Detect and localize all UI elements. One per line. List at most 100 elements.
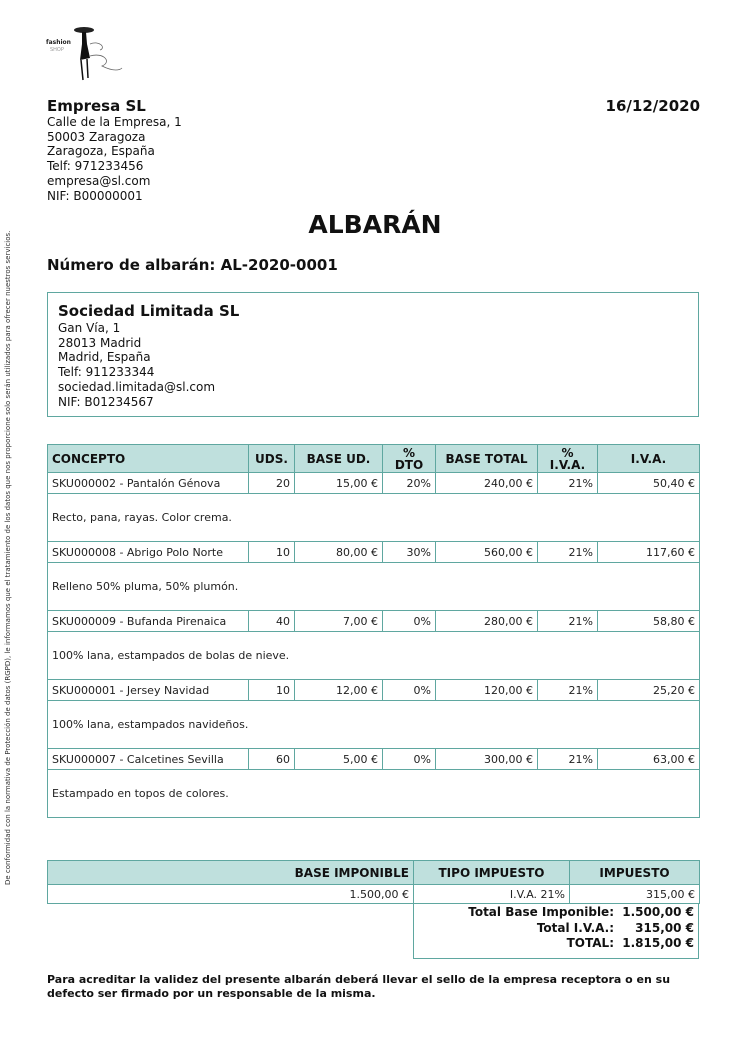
items-table: CONCEPTO UDS. BASE UD. % DTO BASE TOTAL … [47,444,700,818]
header-tax: IMPUESTO [569,860,700,885]
item-vat-pct: 21% [537,472,598,494]
client-address: Gan Vía, 1 [58,321,121,335]
item-row: SKU000008 - Abrigo Polo Norte 10 80,00 €30… [47,541,700,563]
item-row: SKU000001 - Jersey Navidad 10 12,00 €0% 120… [47,679,700,701]
header-base-unit: BASE UD. [294,444,383,473]
tax-table: BASE IMPONIBLE TIPO IMPUESTO IMPUESTO 1.… [47,860,700,904]
item-base-unit: 7,00 € [294,610,383,632]
client-name: Sociedad Limitada SL [58,302,240,320]
item-description-row: 100% lana, estampados de bolas de nieve. [47,631,700,680]
header-units: UDS. [248,444,295,473]
item-row: SKU000002 - Pantalón Génova 20 15,00 €20% 2… [47,472,700,494]
item-vat-pct: 21% [537,610,598,632]
item-description: 100% lana, estampados de bolas de nieve. [47,631,700,680]
item-base-total: 300,00 € [435,748,538,770]
item-vat: 25,20 € [597,679,700,701]
grand-total-value: 1.815,00 € [622,936,694,950]
total-vat-label: Total I.V.A.: [536,920,614,935]
privacy-note: De conformidad con la normativa de Prote… [4,230,12,885]
issuer-address: Calle de la Empresa, 1 [47,115,182,129]
total-base-label: Total Base Imponible: [468,905,614,919]
tax-amount: 315,00 € [569,884,700,904]
client-phone: Telf: 911233344 [58,365,155,380]
issuer-city: 50003 Zaragoza [47,129,146,144]
header-base-total: BASE TOTAL [435,444,538,473]
item-discount: 20% [382,472,436,494]
item-description-row: Relleno 50% pluma, 50% plumón. [47,562,700,611]
total-base-row: Total Base Imponible: 1.500,00 € [418,905,694,921]
item-concept: SKU000008 - Abrigo Polo Norte [47,541,249,563]
item-base-total: 280,00 € [435,610,538,632]
client-email: sociedad.limitada@sl.com [58,379,216,394]
item-vat: 63,00 € [597,748,700,770]
header-concept: CONCEPTO [47,444,249,473]
item-description-row: 100% lana, estampados navideños. [47,700,700,749]
item-row: SKU000007 - Calcetines Sevilla 60 5,00 €0%… [47,748,700,770]
header-tax-type: TIPO IMPUESTO [413,860,570,885]
company-logo: fashion SHOP [44,22,124,84]
item-vat-pct: 21% [537,679,598,701]
item-discount: 0% [382,748,436,770]
item-base-unit: 5,00 € [294,748,383,770]
issuer-name: Empresa SL [47,97,146,115]
client-nif: NIF: B01234567 [58,394,154,409]
item-vat: 117,60 € [597,541,700,563]
grand-total-row: TOTAL: 1.815,00 € [418,936,694,952]
item-discount: 30% [382,541,436,563]
document-title: ALBARÁN [308,210,442,239]
item-vat: 58,80 € [597,610,700,632]
item-base-unit: 15,00 € [294,472,383,494]
document-number: Número de albarán: AL-2020-0001 [47,256,338,274]
issuer-email: empresa@sl.com [47,173,151,188]
grand-total-label: TOTAL: [566,936,614,950]
item-concept: SKU000001 - Jersey Navidad [47,679,249,701]
document-date: 16/12/2020 [605,97,700,115]
issuer-phone: Telf: 971233456 [47,159,144,174]
item-vat-pct: 21% [537,748,598,770]
item-units: 10 [248,679,295,701]
item-concept: SKU000002 - Pantalón Génova [47,472,249,494]
total-vat-row: Total I.V.A.: 315,00 € [418,921,694,937]
item-vat-pct: 21% [537,541,598,563]
svg-text:fashion: fashion [46,39,71,46]
item-concept: SKU000009 - Bufanda Pirenaica [47,610,249,632]
client-block: Sociedad Limitada SL Gan Vía, 1 28013 Ma… [47,292,699,417]
item-base-unit: 80,00 € [294,541,383,563]
item-description: 100% lana, estampados navideños. [47,700,700,749]
item-base-total: 240,00 € [435,472,538,494]
item-description: Recto, pana, rayas. Color crema. [47,493,700,542]
item-base-total: 120,00 € [435,679,538,701]
item-units: 60 [248,748,295,770]
client-city: 28013 Madrid [58,335,142,350]
item-description: Relleno 50% pluma, 50% plumón. [47,562,700,611]
item-concept: SKU000007 - Calcetines Sevilla [47,748,249,770]
item-units: 10 [248,541,295,563]
header-discount: % DTO [382,444,436,473]
item-base-total: 560,00 € [435,541,538,563]
item-units: 20 [248,472,295,494]
footer-note: Para acreditar la validez del presente a… [47,973,671,1000]
totals-box: Total Base Imponible: 1.500,00 € Total I.… [413,903,699,959]
item-discount: 0% [382,679,436,701]
issuer-block: Empresa SL Calle de la Empresa, 1 50003 … [47,97,182,203]
issuer-nif: NIF: B00000001 [47,188,143,203]
header-vat: I.V.A. [597,444,700,473]
tax-row: 1.500,00 € I.V.A. 21% 315,00 € [47,884,700,904]
header-vat-pct: % I.V.A. [537,444,598,473]
item-row: SKU000009 - Bufanda Pirenaica 40 7,00 €0% 2… [47,610,700,632]
item-base-unit: 12,00 € [294,679,383,701]
item-vat: 50,40 € [597,472,700,494]
total-base-value: 1.500,00 € [622,905,694,919]
header-taxable-base: BASE IMPONIBLE [47,860,414,885]
total-vat-value: 315,00 € [635,920,694,935]
taxable-base: 1.500,00 € [47,884,414,904]
item-description-row: Estampado en topos de colores. [47,769,700,818]
svg-text:SHOP: SHOP [50,47,64,53]
item-description-row: Recto, pana, rayas. Color crema. [47,493,700,542]
client-region: Madrid, España [58,350,151,365]
issuer-region: Zaragoza, España [47,144,155,159]
item-description: Estampado en topos de colores. [47,769,700,818]
item-discount: 0% [382,610,436,632]
tax-type: I.V.A. 21% [413,884,570,904]
item-units: 40 [248,610,295,632]
